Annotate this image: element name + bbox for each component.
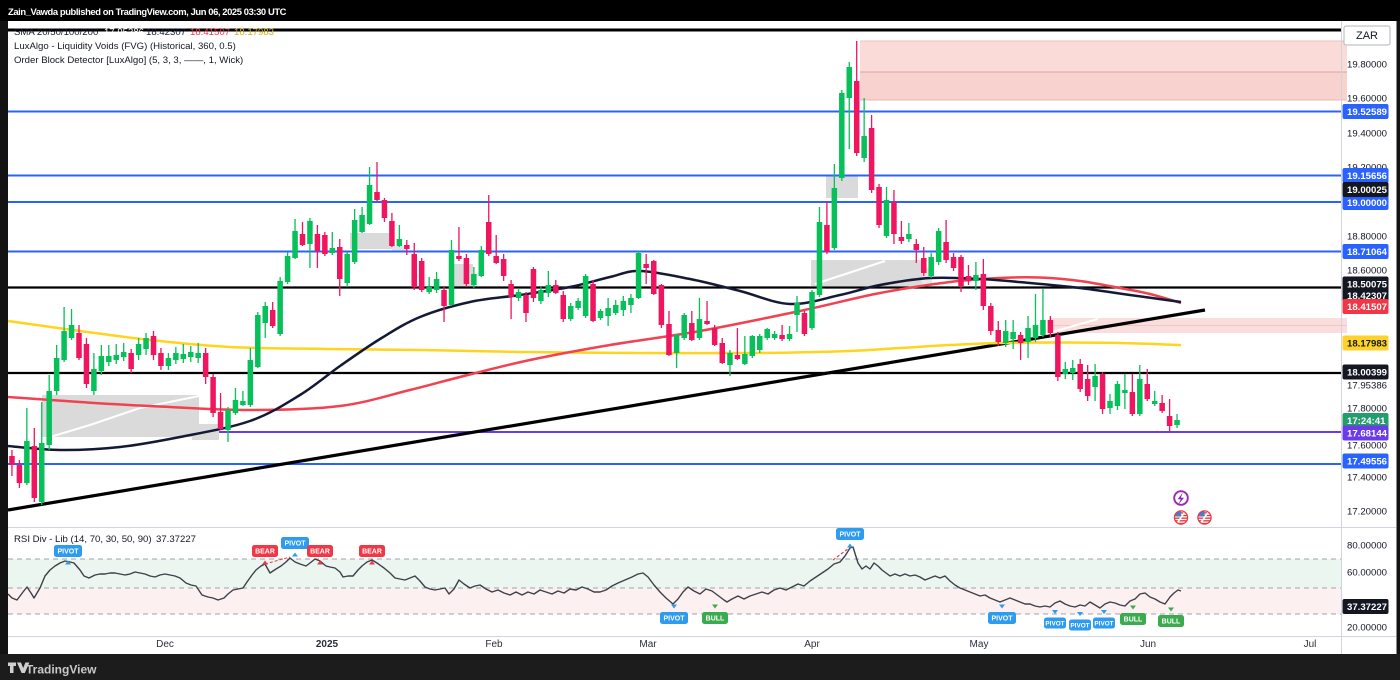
- svg-text:17.40000: 17.40000: [1347, 473, 1387, 484]
- svg-text:19.40000: 19.40000: [1347, 129, 1387, 140]
- svg-text:Feb: Feb: [485, 639, 503, 650]
- svg-text:18.50075: 18.50075: [1347, 280, 1388, 291]
- svg-text:Apr: Apr: [804, 639, 820, 650]
- svg-text:18.80000: 18.80000: [1347, 232, 1387, 243]
- svg-text:PIVOT: PIVOT: [839, 532, 861, 539]
- svg-text:18.17983: 18.17983: [1347, 339, 1387, 350]
- svg-text:ZAR: ZAR: [1356, 30, 1378, 42]
- svg-text:BEAR: BEAR: [310, 549, 330, 556]
- svg-text:Jul: Jul: [1304, 639, 1317, 650]
- svg-text:80.00000: 80.00000: [1347, 541, 1387, 552]
- svg-text:17:24:41: 17:24:41: [1347, 416, 1386, 427]
- svg-text:May: May: [970, 639, 989, 650]
- svg-text:Dec: Dec: [156, 639, 174, 650]
- svg-text:PIVOT: PIVOT: [663, 616, 685, 623]
- svg-text:BULL: BULL: [706, 616, 725, 623]
- svg-text:17.60000: 17.60000: [1347, 441, 1387, 452]
- svg-text:RSI Div - Lib (14, 70, 30, 50,: RSI Div - Lib (14, 70, 30, 50, 90) 37.372…: [14, 534, 196, 545]
- svg-text:37.37227: 37.37227: [1347, 602, 1387, 613]
- svg-text:2025: 2025: [316, 639, 339, 650]
- svg-text:17.68144: 17.68144: [1347, 429, 1388, 440]
- svg-text:60.00000: 60.00000: [1347, 568, 1387, 579]
- svg-text:17.49556: 17.49556: [1347, 457, 1387, 468]
- svg-text:20.00000: 20.00000: [1347, 623, 1387, 634]
- svg-text:18.71064: 18.71064: [1347, 247, 1388, 258]
- svg-text:BULL: BULL: [1124, 617, 1143, 624]
- svg-text:19.00025: 19.00025: [1347, 185, 1388, 196]
- svg-text:PIVOT: PIVOT: [57, 549, 79, 556]
- svg-text:LuxAlgo - Liquidity Voids (FVG: LuxAlgo - Liquidity Voids (FVG) (Histori…: [14, 41, 236, 52]
- svg-text:PIVOT: PIVOT: [1094, 620, 1113, 627]
- svg-text:Mar: Mar: [639, 639, 657, 650]
- svg-text:19.00000: 19.00000: [1347, 198, 1387, 209]
- svg-text:BEAR: BEAR: [362, 549, 382, 556]
- svg-text:18.42307: 18.42307: [1347, 291, 1387, 302]
- svg-text:17.80000: 17.80000: [1347, 404, 1387, 415]
- svg-text:19.60000: 19.60000: [1347, 94, 1387, 105]
- svg-text:PIVOT: PIVOT: [991, 616, 1013, 623]
- svg-text:PIVOT: PIVOT: [1045, 620, 1064, 627]
- svg-text:17.20000: 17.20000: [1347, 507, 1387, 518]
- svg-text:TradingView: TradingView: [26, 663, 97, 677]
- svg-text:Zain_Vawda published on Tradin: Zain_Vawda published on TradingView.com,…: [8, 6, 287, 17]
- svg-text:19.80000: 19.80000: [1347, 60, 1387, 71]
- svg-text:PIVOT: PIVOT: [1070, 622, 1089, 629]
- svg-text:Order Block Detector [LuxAlgo]: Order Block Detector [LuxAlgo] (5, 3, 3,…: [14, 55, 243, 66]
- svg-text:18.41507: 18.41507: [1347, 302, 1387, 313]
- svg-text:18.60000: 18.60000: [1347, 266, 1387, 277]
- svg-text:17.95386: 17.95386: [1347, 381, 1387, 392]
- svg-text:19.15656: 19.15656: [1347, 171, 1387, 182]
- svg-text:18.00399: 18.00399: [1347, 368, 1387, 379]
- svg-text:BULL: BULL: [1162, 619, 1181, 626]
- svg-text:PIVOT: PIVOT: [284, 541, 306, 548]
- svg-text:Jun: Jun: [1140, 639, 1156, 650]
- svg-text:19.52589: 19.52589: [1347, 107, 1387, 118]
- svg-text:BEAR: BEAR: [255, 549, 275, 556]
